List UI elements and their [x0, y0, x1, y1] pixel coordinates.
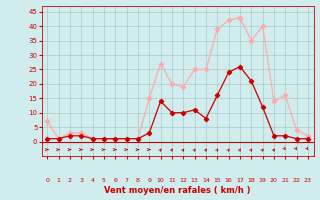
- X-axis label: Vent moyen/en rafales ( km/h ): Vent moyen/en rafales ( km/h ): [104, 186, 251, 195]
